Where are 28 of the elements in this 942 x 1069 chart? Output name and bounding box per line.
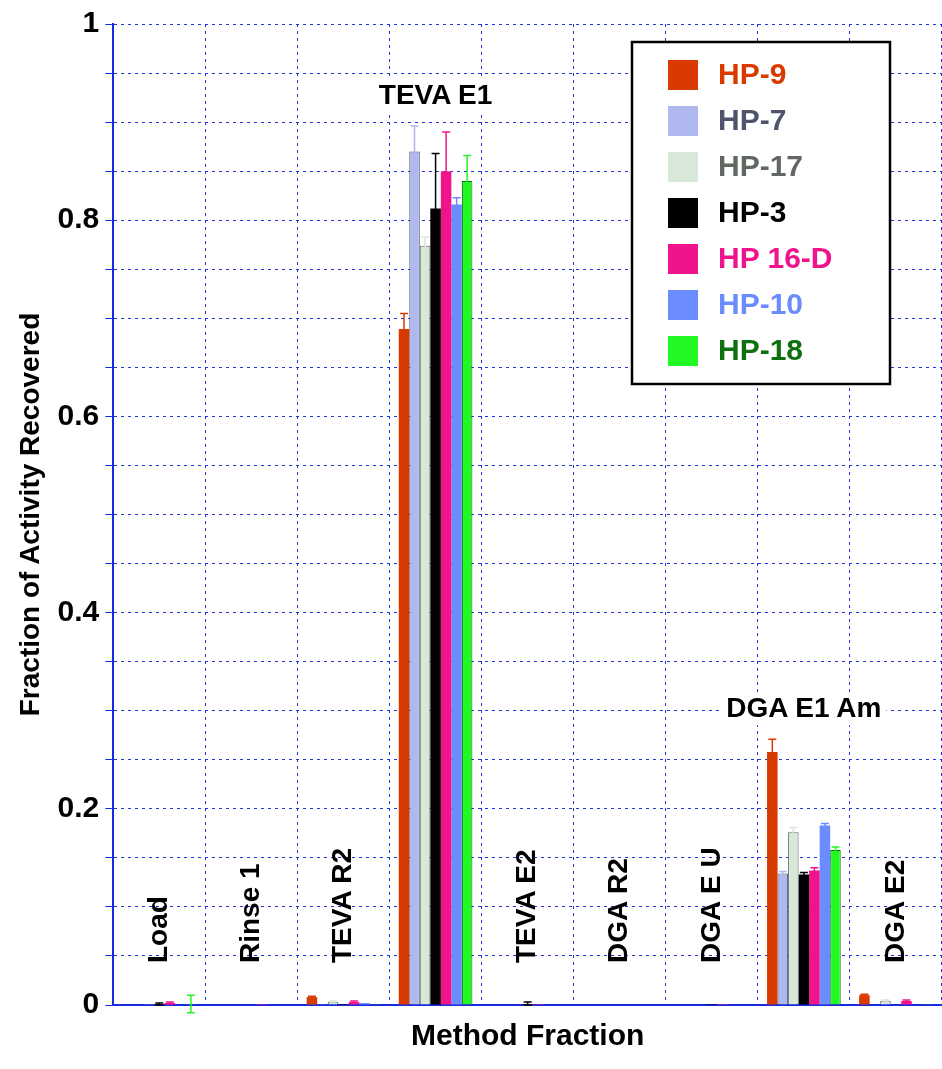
- x-tick-label: DGA E1 Am: [726, 691, 882, 723]
- legend-label: HP-10: [718, 287, 804, 321]
- legend-label: HP-17: [718, 149, 804, 183]
- y-tick-label: 0.6: [57, 397, 100, 431]
- legend-label: HP 16-D: [718, 241, 833, 275]
- legend-label: HP-9: [718, 57, 787, 91]
- y-tick-label: 1: [82, 5, 100, 39]
- bar: [809, 870, 820, 1005]
- bar: [798, 874, 810, 1005]
- x-tick-label: TEVA E2: [510, 849, 542, 963]
- y-tick-label: 0.2: [57, 790, 100, 824]
- x-axis-title: Method Fraction: [410, 1018, 645, 1052]
- x-tick-label: Rinse 1: [234, 863, 266, 963]
- legend-label: HP-7: [718, 103, 787, 137]
- legend-label: HP-18: [718, 333, 804, 367]
- bar: [859, 995, 870, 1005]
- x-tick-label: DGA R2: [602, 858, 634, 963]
- x-tick-label: DGA E U: [694, 847, 726, 963]
- bar: [819, 825, 831, 1005]
- y-tick-label: 0: [82, 986, 100, 1020]
- x-tick-label: TEVA R2: [326, 847, 358, 963]
- x-tick-label: TEVA E1: [378, 78, 493, 110]
- legend-label: HP-3: [718, 195, 787, 229]
- x-tick-label: DGA E2: [878, 859, 910, 963]
- y-tick-label: 0.8: [57, 201, 100, 235]
- y-axis-title: Fraction of Activity Recovered: [13, 312, 45, 717]
- x-tick-label: Load: [142, 896, 174, 963]
- y-tick-label: 0.4: [57, 593, 100, 627]
